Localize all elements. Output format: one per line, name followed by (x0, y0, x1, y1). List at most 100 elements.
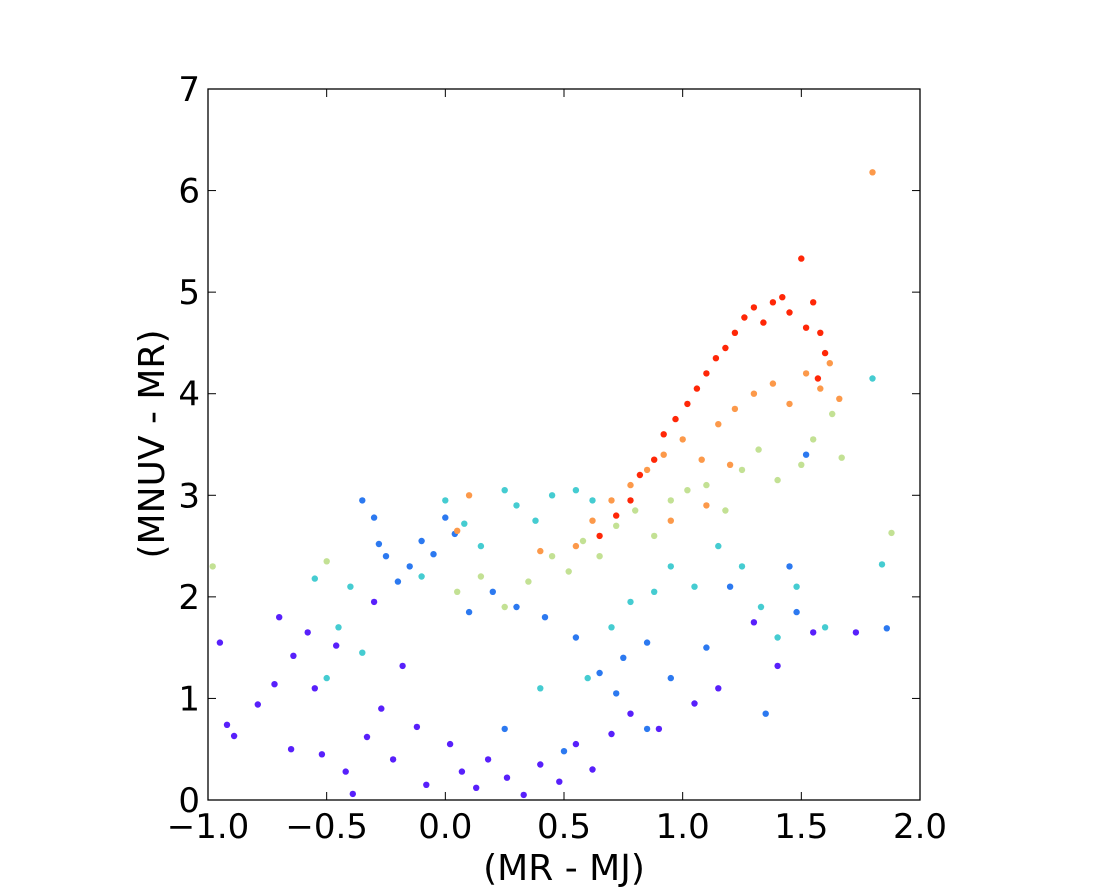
data-point (715, 542, 722, 550)
data-point (572, 634, 580, 641)
data-point (349, 790, 356, 798)
data-point (230, 732, 238, 740)
data-point (684, 487, 691, 494)
x-tick-label: 2.0 (893, 807, 947, 847)
data-point (290, 652, 297, 659)
data-point (836, 395, 843, 402)
data-point (636, 471, 644, 479)
data-point (672, 415, 679, 423)
data-point (757, 603, 765, 611)
data-point (375, 540, 383, 548)
data-point (537, 547, 544, 555)
data-point (465, 492, 473, 499)
data-point (370, 514, 378, 521)
data-point (774, 634, 781, 641)
data-point (473, 784, 480, 791)
data-point (703, 502, 710, 509)
data-point (814, 375, 822, 382)
data-point (271, 681, 278, 688)
data-point (584, 674, 591, 682)
data-point (318, 751, 326, 758)
data-point (613, 512, 620, 519)
data-point (589, 497, 596, 504)
data-point (798, 255, 805, 262)
data-point (802, 324, 810, 331)
x-tick-label: 1.0 (656, 807, 710, 847)
data-point (223, 721, 231, 728)
data-point (821, 349, 829, 357)
data-point (572, 487, 580, 494)
data-point (715, 421, 722, 428)
data-point (769, 299, 777, 306)
data-point (613, 522, 620, 529)
data-point (489, 588, 496, 595)
data-point (333, 642, 340, 649)
data-point (750, 304, 758, 311)
data-point (627, 481, 634, 489)
x-tick-label: −0.5 (285, 807, 368, 847)
data-point (556, 778, 563, 785)
data-point (829, 410, 836, 418)
data-point (726, 461, 734, 468)
data-point (627, 598, 634, 606)
data-point (660, 451, 667, 458)
data-point (378, 705, 385, 712)
data-point (651, 532, 658, 540)
data-point (643, 639, 651, 646)
x-tick-label: −1.0 (167, 807, 250, 847)
data-point (667, 563, 674, 570)
data-point (703, 481, 710, 489)
x-tick-label: 0.5 (537, 807, 591, 847)
data-point (608, 730, 615, 738)
y-tick-label: 3 (178, 476, 200, 516)
data-point (817, 385, 824, 392)
data-point (762, 710, 769, 717)
data-point (817, 329, 824, 336)
data-point (458, 768, 466, 775)
data-point (477, 573, 485, 580)
data-point (359, 649, 366, 656)
data-point (608, 497, 615, 504)
data-point (537, 761, 544, 768)
data-point (810, 299, 817, 306)
data-point (560, 748, 568, 755)
data-point (565, 568, 572, 575)
data-point (613, 690, 620, 697)
data-point (209, 563, 216, 570)
data-point (651, 456, 658, 463)
ticks-layer: −1.0 −0.5 0.0 0.5 1.0 1.5 2.0 0 1 2 3 4 5 6 7 (167, 70, 947, 847)
data-point (399, 662, 406, 670)
data-point (548, 553, 556, 560)
data-point (703, 370, 710, 377)
data-point (342, 768, 349, 775)
data-point (691, 583, 698, 590)
data-point (216, 639, 224, 646)
data-point (810, 436, 817, 443)
data-point (651, 588, 658, 595)
y-tick-label: 4 (178, 375, 200, 415)
data-point (394, 578, 402, 585)
data-point (548, 492, 556, 499)
data-point (589, 766, 596, 773)
data-point (608, 624, 615, 631)
data-point (852, 629, 860, 636)
data-point (287, 746, 295, 753)
data-point (503, 774, 511, 781)
data-point (869, 169, 876, 176)
data-point (712, 355, 720, 362)
data-point (406, 563, 413, 570)
data-point (741, 314, 748, 321)
data-point (579, 537, 587, 545)
x-tick-label: 0.0 (418, 807, 472, 847)
data-point (389, 756, 397, 763)
data-point (883, 625, 890, 632)
data-point (461, 520, 468, 527)
data-point (802, 370, 810, 377)
data-point (667, 497, 674, 504)
data-point (513, 502, 520, 509)
data-point (838, 454, 845, 461)
data-point (335, 624, 342, 631)
data-point (722, 344, 729, 352)
data-point (793, 608, 800, 616)
